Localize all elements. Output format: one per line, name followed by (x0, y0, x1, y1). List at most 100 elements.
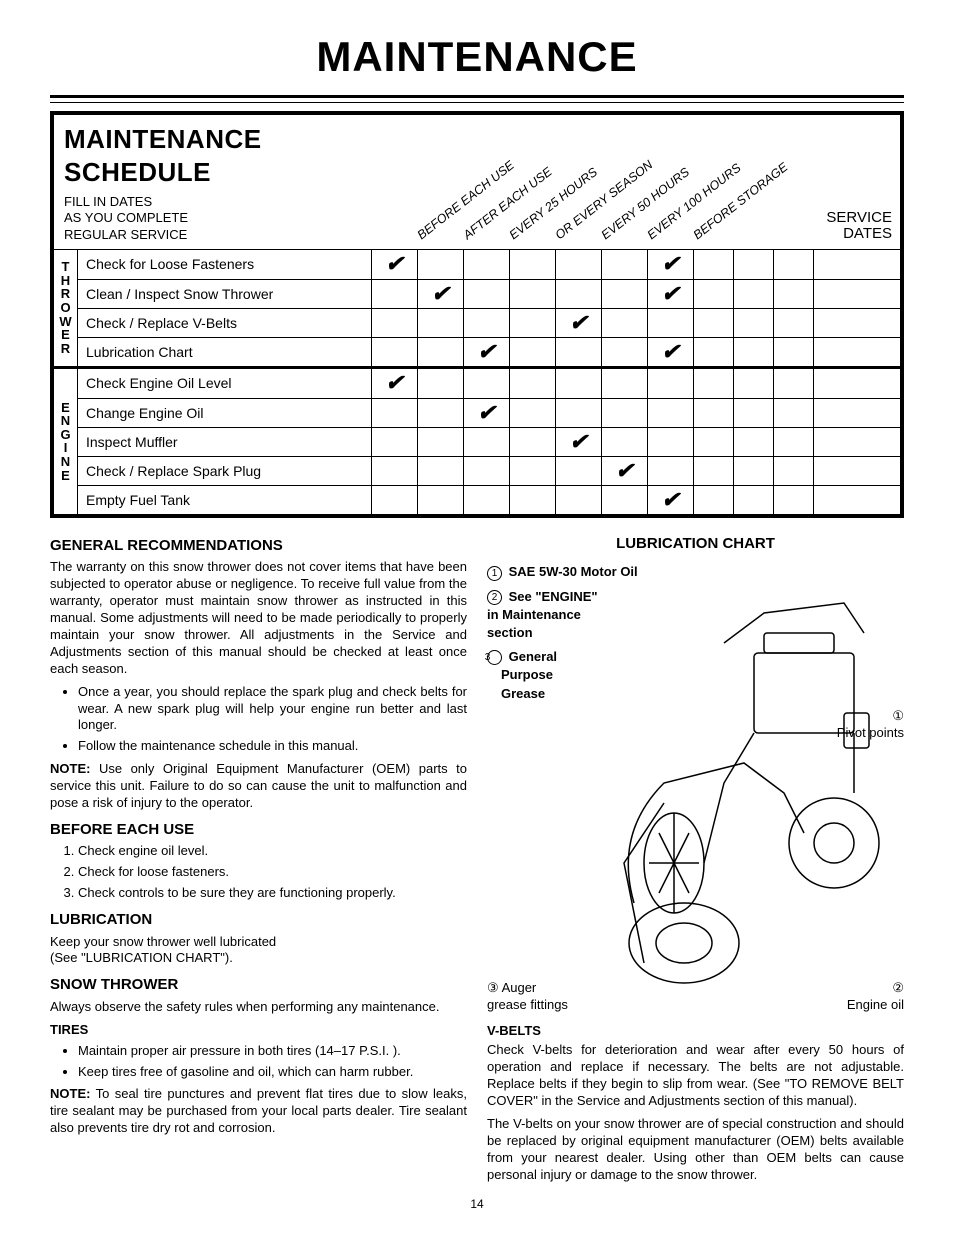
check-cell (648, 369, 694, 398)
check-cell (556, 338, 602, 366)
date-cell (814, 457, 854, 485)
check-cell (556, 369, 602, 398)
column-headers: BEFORE EACH USE AFTER EACH USE EVERY 25 … (394, 149, 754, 249)
check-cell (418, 428, 464, 456)
check-cell (418, 309, 464, 337)
date-cell (814, 369, 854, 398)
task-cell: Check / Replace Spark Plug (78, 457, 372, 485)
check-cell (464, 280, 510, 308)
check-cell: ✔ (648, 250, 694, 279)
date-cell (694, 428, 734, 456)
date-cell (814, 250, 854, 279)
check-cell (510, 309, 556, 337)
heading-lubrication: LUBRICATION (50, 910, 467, 930)
heading-snow-thrower: SNOW THROWER (50, 975, 467, 995)
check-cell (602, 428, 648, 456)
para-vbelts1: Check V-belts for deterioration and wear… (487, 1042, 904, 1110)
check-cell (556, 399, 602, 427)
date-cell (694, 338, 734, 366)
callout-engine: ②Engine oil (847, 980, 904, 1014)
check-cell (418, 486, 464, 514)
callout-auger: ③ Augergrease fittings (487, 980, 568, 1014)
check-cell (602, 250, 648, 279)
task-cell: Clean / Inspect Snow Thrower (78, 280, 372, 308)
schedule-row: Change Engine Oil✔ (78, 398, 900, 427)
page-number: 14 (50, 1197, 904, 1213)
schedule-row: Check / Replace V-Belts✔ (78, 308, 900, 337)
check-cell (648, 457, 694, 485)
check-cell (556, 486, 602, 514)
check-cell (372, 457, 418, 485)
para-lub2: (See "LUBRICATION CHART"). (50, 950, 467, 967)
date-cell (774, 280, 814, 308)
date-cell (734, 457, 774, 485)
date-cell (814, 486, 854, 514)
maintenance-schedule-table: MAINTENANCE SCHEDULE FILL IN DATES AS YO… (50, 111, 904, 518)
check-cell: ✔ (464, 338, 510, 366)
date-cell (694, 457, 734, 485)
date-cell (774, 457, 814, 485)
heading-tires: TIRES (50, 1022, 467, 1039)
schedule-row: Check Engine Oil Level✔ (78, 369, 900, 398)
check-cell: ✔ (372, 250, 418, 279)
check-cell (464, 309, 510, 337)
check-cell (648, 428, 694, 456)
schedule-row: Check / Replace Spark Plug✔ (78, 456, 900, 485)
heading-lubrication-chart: LUBRICATION CHART (487, 534, 904, 554)
check-cell (510, 280, 556, 308)
date-cell (734, 428, 774, 456)
check-cell (464, 369, 510, 398)
page-title: MAINTENANCE (50, 30, 904, 85)
check-cell (464, 486, 510, 514)
group-label: ENGINE (54, 369, 78, 514)
check-cell (418, 457, 464, 485)
date-cell (734, 369, 774, 398)
task-cell: Lubrication Chart (78, 338, 372, 366)
date-cell (814, 280, 854, 308)
date-cell (694, 250, 734, 279)
schedule-row: Empty Fuel Tank✔ (78, 485, 900, 514)
snow-thrower-illustration (604, 583, 904, 1003)
service-dates-label: SERVICEDATES (754, 210, 900, 249)
rule-thick (50, 95, 904, 98)
date-cell (814, 338, 854, 366)
heading-vbelts: V-BELTS (487, 1023, 904, 1040)
rule-thin (50, 102, 904, 103)
note-tires: NOTE: To seal tire punctures and prevent… (50, 1086, 467, 1137)
check-cell (464, 250, 510, 279)
check-cell (602, 338, 648, 366)
check-cell (418, 250, 464, 279)
task-cell: Check / Replace V-Belts (78, 309, 372, 337)
date-cell (694, 309, 734, 337)
check-cell (418, 399, 464, 427)
schedule-row: Check for Loose Fasteners✔✔ (78, 250, 900, 279)
date-cell (734, 399, 774, 427)
check-cell: ✔ (648, 280, 694, 308)
date-cell (694, 399, 734, 427)
check-cell (464, 428, 510, 456)
left-column: GENERAL RECOMMENDATIONS The warranty on … (50, 528, 467, 1190)
heading-general: GENERAL RECOMMENDATIONS (50, 536, 467, 556)
check-cell (464, 457, 510, 485)
date-cell (774, 399, 814, 427)
check-cell: ✔ (372, 369, 418, 398)
check-cell (510, 250, 556, 279)
check-cell (372, 486, 418, 514)
check-cell (372, 399, 418, 427)
schedule-subtitle: FILL IN DATES AS YOU COMPLETE REGULAR SE… (64, 194, 384, 243)
heading-before: BEFORE EACH USE (50, 820, 467, 840)
date-cell (774, 428, 814, 456)
date-cell (814, 399, 854, 427)
check-cell (556, 250, 602, 279)
check-cell (648, 309, 694, 337)
legend-marker-2: 2 (487, 590, 502, 605)
date-cell (814, 309, 854, 337)
task-cell: Check Engine Oil Level (78, 369, 372, 398)
check-cell (602, 486, 648, 514)
check-cell (602, 280, 648, 308)
date-cell (774, 369, 814, 398)
check-cell: ✔ (556, 428, 602, 456)
task-cell: Empty Fuel Tank (78, 486, 372, 514)
date-cell (734, 280, 774, 308)
right-column: LUBRICATION CHART 1 SAE 5W-30 Motor Oil … (487, 528, 904, 1190)
